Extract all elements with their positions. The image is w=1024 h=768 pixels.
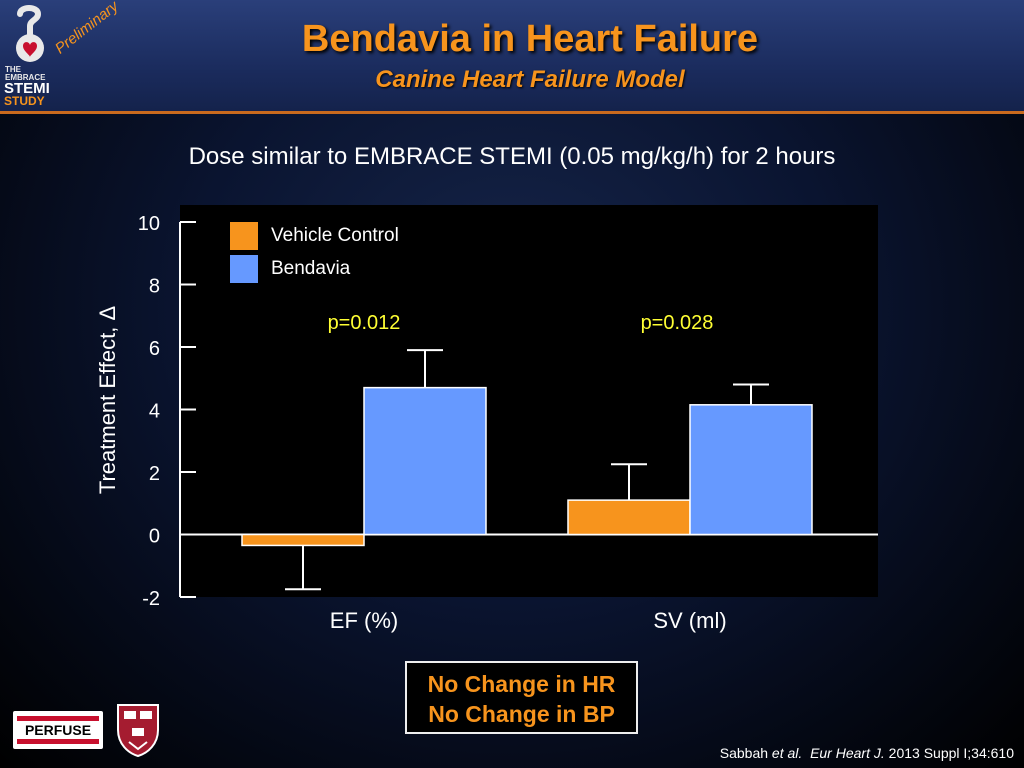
bar-bendavia-0 — [363, 386, 487, 536]
slide-subtitle: Canine Heart Failure Model — [375, 66, 685, 93]
logo-line-4: STUDY — [4, 94, 45, 108]
note-bp: No Change in BP — [428, 701, 615, 727]
citation-journal: Eur Heart J. — [810, 745, 885, 761]
y-tick-label: -2 — [142, 588, 160, 610]
y-axis-label: Treatment Effect, Δ — [95, 305, 120, 495]
perfuse-stripe-top — [17, 716, 99, 721]
bar-bendavia-1 — [689, 404, 813, 536]
note-hr: No Change in HR — [427, 671, 616, 697]
citation-ref: 2013 Suppl I;34:610 — [888, 745, 1014, 761]
x-tick-label: EF (%) — [330, 608, 398, 633]
citation: Sabbah et al. Eur Heart J. 2013 Suppl I;… — [720, 745, 1014, 761]
embrace-stemi-logo — [16, 5, 44, 62]
legend-label: Vehicle Control — [271, 225, 399, 246]
p-value-annotation: p=0.028 — [641, 312, 714, 334]
y-tick-label: 2 — [149, 463, 160, 485]
legend-label: Bendavia — [271, 258, 351, 279]
x-tick-label: SV (ml) — [653, 608, 726, 633]
citation-author: Sabbah — [719, 745, 769, 761]
y-tick-label: 0 — [149, 526, 160, 548]
perfuse-label: PERFUSE — [24, 722, 92, 738]
logo-line-3: STEMI — [4, 80, 50, 97]
y-tick-label: 10 — [138, 213, 160, 235]
harvard-shield-logo — [117, 704, 159, 758]
notes-box: No Change in HR No Change in BP — [405, 661, 638, 734]
header-bar — [0, 0, 1024, 112]
legend-swatch — [230, 255, 258, 283]
slide-title: Bendavia in Heart Failure — [301, 18, 759, 60]
y-tick-label: 8 — [149, 276, 160, 298]
legend-swatch — [230, 222, 258, 250]
perfuse-logo: PERFUSE — [13, 711, 103, 749]
perfuse-stripe-bottom — [17, 739, 99, 744]
y-tick-label: 6 — [149, 338, 160, 360]
bar-chart: -2 0 2 4 6 8 10 EF (%) p=0.012 SV (ml) p=0.028 Vehi… — [138, 205, 878, 633]
bar-vehicle-1 — [567, 499, 691, 536]
dose-description: Dose similar to EMBRACE STEMI (0.05 mg/k… — [188, 143, 836, 170]
y-tick-label: 4 — [149, 401, 160, 423]
citation-etal: et al. — [771, 745, 803, 761]
header-divider — [0, 111, 1024, 114]
bar-vehicle-0 — [241, 533, 365, 547]
logo-line-1: THE EMBRACE — [5, 65, 46, 82]
p-value-annotation: p=0.012 — [328, 312, 401, 334]
